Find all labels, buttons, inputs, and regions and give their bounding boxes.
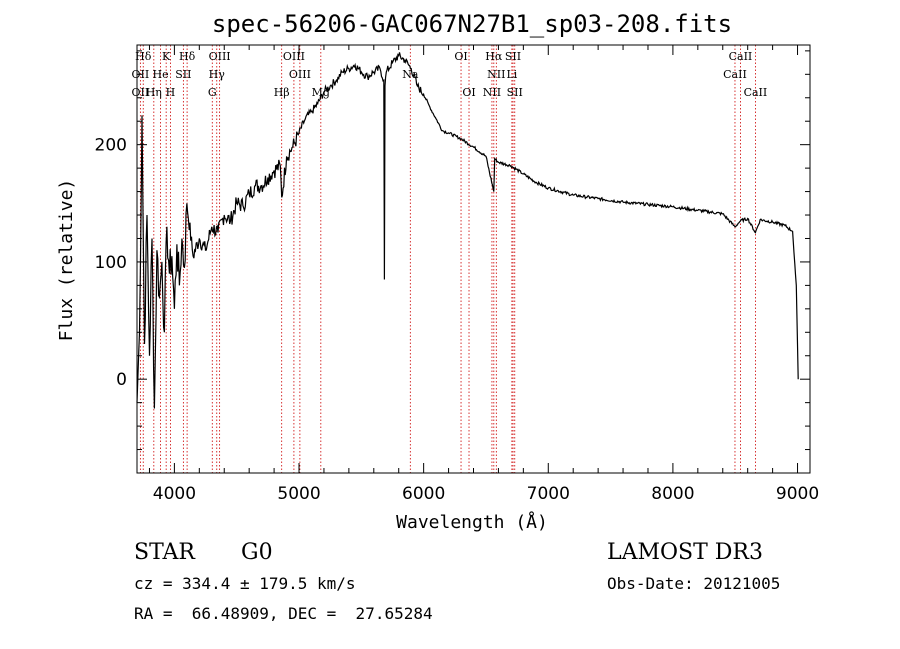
spectral-line-label: He [153, 68, 169, 81]
spectrum-chart: spec-56206-GAC067N27B1_sp03-208.fits Hδ K… [56, 10, 819, 533]
y-tick-label: 100 [95, 253, 127, 273]
axis-ticks: 4000 5000 6000 7000 8000 9000 0 100 200 [95, 45, 819, 504]
spectral-line-label: SII [175, 68, 191, 81]
spectral-line-label: Hδ [179, 50, 196, 63]
object-class: STAR [134, 540, 195, 565]
spectral-line-label: H [166, 86, 176, 99]
spectral-line-label: K [162, 50, 171, 63]
spectral-line-label: NII [487, 68, 505, 81]
spectral-line-label: CaII [729, 50, 753, 63]
spectral-line-label: SII [505, 50, 521, 63]
spectral-line-label: OI [462, 86, 475, 99]
x-axis-label: Wavelength (Å) [396, 511, 548, 533]
spectral-line-label: SII [507, 86, 523, 99]
spectrum-series-line [136, 52, 799, 409]
x-tick-label: 9000 [776, 484, 819, 504]
spectral-line-label: OIII [283, 50, 305, 63]
chart-title: spec-56206-GAC067N27B1_sp03-208.fits [212, 10, 732, 38]
spectral-line-label: OIII [289, 68, 311, 81]
x-tick-label: 4000 [153, 484, 196, 504]
x-tick-label: 7000 [527, 484, 570, 504]
spectral-line-label: Hγ [209, 68, 226, 81]
y-tick-label: 0 [116, 370, 127, 390]
spectral-line-label: Hδ [135, 50, 152, 63]
spectral-line-label: Hα [485, 50, 503, 63]
spectral-line-label: NII [483, 86, 501, 99]
redshift-text: cz = 334.4 ± 179.5 km/s [134, 574, 356, 593]
spectral-line-label: OIII [209, 50, 231, 63]
coordinates-text: RA = 66.48909, DEC = 27.65284 [134, 604, 433, 623]
spectral-line-label: CaII [723, 68, 747, 81]
x-tick-label: 5000 [277, 484, 320, 504]
spectral-line-label: OII [132, 86, 150, 99]
survey-name: LAMOST DR3 [607, 540, 763, 565]
spectral-line-label: CaII [744, 86, 768, 99]
object-subclass: G0 [241, 540, 273, 565]
plot-frame [136, 44, 811, 474]
y-axis-label: Flux (relative) [56, 179, 77, 342]
x-tick-label: 6000 [402, 484, 445, 504]
spectral-line-label: OI [454, 50, 467, 63]
spectral-line-label: Hβ [274, 86, 290, 99]
obs-date-text: Obs-Date: 20121005 [607, 574, 781, 593]
x-tick-label: 8000 [651, 484, 694, 504]
spectral-line-label: Li [506, 68, 517, 81]
y-tick-label: 200 [95, 136, 127, 156]
spectral-line-label: G [208, 86, 217, 99]
spectral-line-label: Hη [146, 86, 162, 99]
spectral-line-markers [139, 45, 756, 473]
